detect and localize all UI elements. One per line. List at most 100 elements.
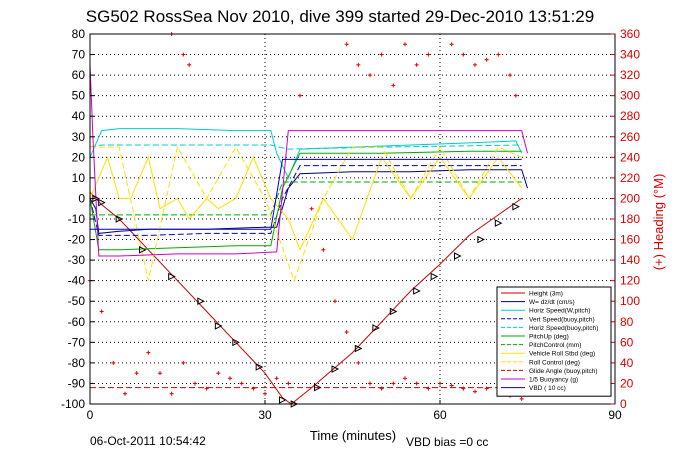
y-right-tick-label: 60 bbox=[620, 335, 634, 349]
y-right-tick-label: 220 bbox=[620, 171, 640, 185]
y-right-tick-label: 240 bbox=[620, 150, 640, 164]
depth-triangle-marker bbox=[255, 363, 264, 371]
x-tick-label: 30 bbox=[258, 408, 272, 422]
heading-marker bbox=[461, 52, 466, 57]
heading-marker bbox=[251, 386, 256, 391]
y-tick-label: -10 bbox=[68, 212, 86, 226]
depth-triangle-marker bbox=[115, 215, 124, 223]
legend: Height (3m)W= dz/dt (cm/s) Horiz Speed(W,… bbox=[496, 286, 612, 397]
y-tick-label: 20 bbox=[72, 150, 86, 164]
heading-marker bbox=[286, 381, 291, 386]
heading-marker bbox=[379, 52, 384, 57]
heading-marker bbox=[513, 93, 518, 98]
depth-triangle-marker bbox=[389, 307, 398, 316]
y-tick-label: -20 bbox=[68, 233, 86, 247]
depth-triangle-marker bbox=[372, 324, 380, 332]
depth-triangle-marker bbox=[331, 365, 340, 373]
heading-marker bbox=[461, 386, 466, 391]
x-tick-label: 90 bbox=[608, 408, 622, 422]
heading-marker bbox=[438, 381, 442, 386]
x-tick-label: 0 bbox=[87, 408, 94, 422]
heading-marker bbox=[403, 376, 407, 381]
heading-marker bbox=[193, 381, 197, 386]
y-tick-label: 60 bbox=[72, 68, 86, 82]
legend-entry: PitchControl (mm) bbox=[529, 342, 581, 349]
heading-marker bbox=[484, 57, 489, 62]
y-right-tick-label: 280 bbox=[620, 109, 640, 123]
y-right-tick-label: 300 bbox=[620, 89, 640, 103]
depth-triangle-marker bbox=[168, 272, 176, 281]
series-line-0 bbox=[89, 191, 522, 405]
legend-entry: Vehicle Roll Stbd (deg) bbox=[529, 351, 595, 358]
y-right-tick-label: 80 bbox=[620, 315, 634, 329]
y-right-tick-label: 120 bbox=[620, 274, 640, 288]
series-line-8 bbox=[90, 145, 522, 283]
y-tick-label: -30 bbox=[68, 253, 86, 267]
heading-marker bbox=[216, 371, 221, 376]
y-tick-label: -60 bbox=[68, 315, 86, 329]
heading-marker bbox=[356, 360, 361, 365]
y-tick-label: 0 bbox=[78, 191, 85, 205]
heading-marker bbox=[158, 371, 162, 376]
footer-vbd-bias: VBD bias =0 cc bbox=[406, 435, 488, 449]
legend-entry: Glide Angle (buoy,pitch) bbox=[529, 368, 598, 375]
depth-triangle-marker bbox=[139, 246, 147, 254]
legend-entry: Horiz Speed(buoy,pitch) bbox=[529, 325, 598, 332]
heading-marker bbox=[379, 386, 384, 391]
heading-marker bbox=[263, 391, 267, 396]
heading-marker bbox=[333, 299, 337, 304]
heading-marker bbox=[99, 309, 104, 314]
heading-marker bbox=[169, 391, 174, 396]
y-tick-label: -70 bbox=[68, 335, 86, 349]
grid bbox=[90, 34, 615, 404]
x-axis-label: Time (minutes) bbox=[310, 428, 396, 443]
y-right-tick-label: 160 bbox=[620, 233, 640, 247]
heading-marker bbox=[368, 73, 372, 78]
y-right-tick-label: 360 bbox=[620, 27, 640, 41]
series-line-2 bbox=[89, 128, 523, 180]
y-tick-label: -100 bbox=[61, 397, 85, 411]
y-tick-label: 30 bbox=[72, 130, 86, 144]
depth-triangle-marker bbox=[232, 338, 240, 347]
series-line-5 bbox=[89, 150, 522, 251]
series-line-1 bbox=[89, 169, 528, 234]
depth-triangle-marker bbox=[494, 219, 503, 227]
heading-marker bbox=[508, 73, 512, 78]
heading-marker bbox=[391, 83, 396, 88]
heading-marker bbox=[449, 383, 454, 388]
footer-timestamp: 06-Oct-2011 10:54:42 bbox=[90, 434, 206, 448]
heading-marker bbox=[391, 381, 396, 386]
heading-marker bbox=[403, 42, 407, 47]
y-right-tick-label: 0 bbox=[620, 397, 627, 411]
y-right-tick-label: 340 bbox=[620, 48, 640, 62]
heading-marker bbox=[496, 52, 501, 57]
heading-marker bbox=[426, 52, 431, 57]
series-line-4 bbox=[89, 144, 522, 150]
heading-marker bbox=[356, 62, 361, 67]
depth-triangle-marker bbox=[413, 287, 421, 295]
legend-entry: 1/5 Buoyancy (g) bbox=[529, 377, 578, 384]
depth-triangle-marker bbox=[197, 297, 205, 306]
depth-triangle-marker bbox=[430, 272, 439, 281]
y-tick-label: 10 bbox=[72, 171, 86, 185]
y-tick-label: -90 bbox=[68, 376, 86, 390]
depth-triangle-marker bbox=[512, 202, 520, 211]
depth-triangle-marker bbox=[279, 396, 287, 404]
series-line-11 bbox=[90, 158, 522, 230]
y-right-tick-label: 180 bbox=[620, 212, 640, 226]
heading-marker bbox=[181, 52, 186, 57]
heading-marker bbox=[239, 381, 244, 386]
y-tick-label: 80 bbox=[72, 27, 86, 41]
y-right-tick-label: 320 bbox=[620, 68, 640, 82]
y-tick-label: -50 bbox=[68, 294, 86, 308]
legend-entry: Height (3m) bbox=[529, 291, 563, 298]
depth-triangle-marker bbox=[214, 322, 223, 330]
y-right-tick-label: 260 bbox=[620, 130, 640, 144]
heading-marker bbox=[309, 206, 314, 211]
legend-entry: Horiz Speed(W,pitch) bbox=[529, 308, 590, 315]
legend-entry: Roll Control (deg) bbox=[529, 359, 580, 366]
chart-title: SG502 RossSea Nov 2010, dive 399 started… bbox=[86, 7, 594, 26]
y-tick-label: 40 bbox=[72, 109, 86, 123]
